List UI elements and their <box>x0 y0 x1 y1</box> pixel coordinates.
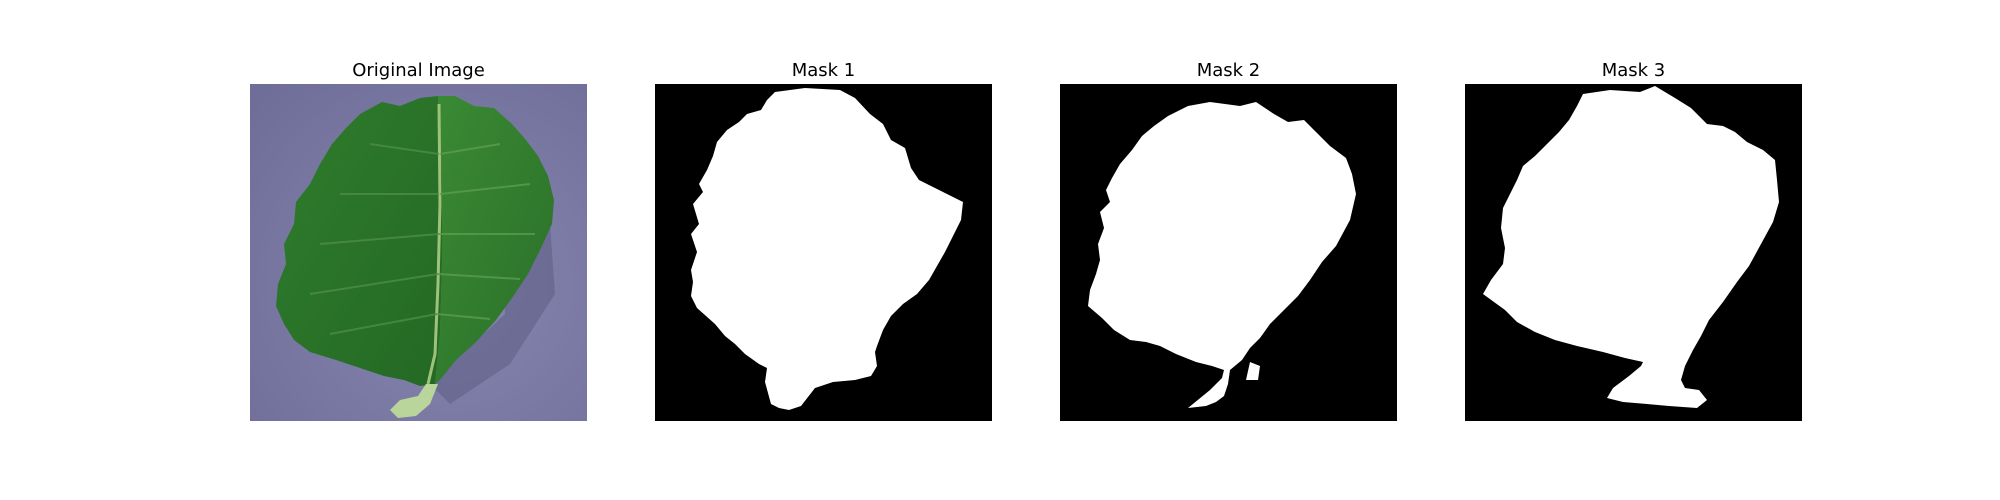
mask-2-image <box>1060 84 1397 421</box>
mask-3-image <box>1465 84 1802 421</box>
panel-title: Original Image <box>352 60 485 81</box>
panel-title: Mask 2 <box>1196 60 1261 81</box>
leaf-stem <box>390 384 438 418</box>
leaf-photo <box>250 84 587 421</box>
segmentation-mask <box>1060 84 1397 421</box>
original-image <box>250 84 587 421</box>
mask-1-image <box>655 84 992 421</box>
leaf-right-half <box>435 96 554 384</box>
segmentation-mask <box>1465 84 1802 421</box>
segmentation-mask <box>655 84 992 421</box>
panel-title: Mask 3 <box>1601 60 1666 81</box>
panel-title: Mask 1 <box>791 60 856 81</box>
